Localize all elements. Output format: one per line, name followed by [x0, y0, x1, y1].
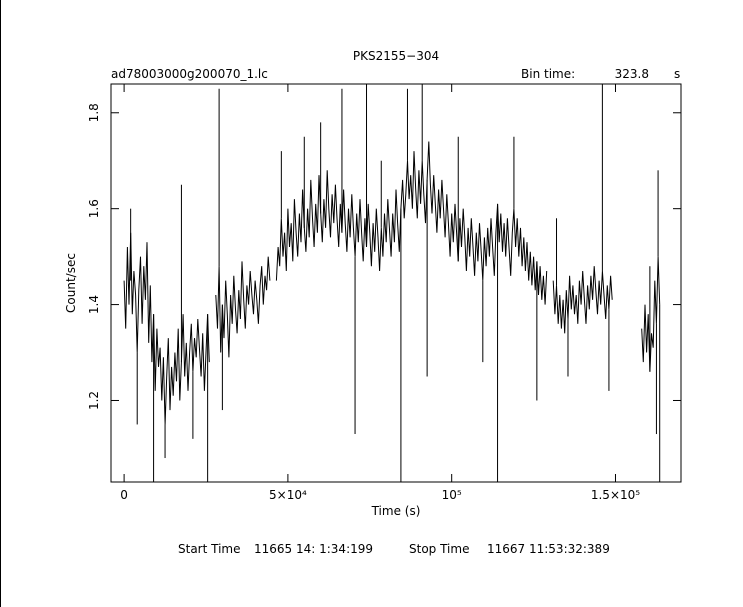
series-segment [552, 266, 613, 334]
start-time-value: 11665 14: 1:34:199 [254, 542, 373, 556]
plot-frame [110, 83, 682, 483]
x-tick-label: 10⁵ [442, 488, 462, 502]
series-segment [641, 256, 661, 372]
x-tick-label: 5×10⁴ [269, 488, 307, 502]
chart-title: PKS2155−304 [353, 49, 439, 63]
stop-time-value: 11667 11:53:32:389 [487, 542, 610, 556]
series-segment [123, 232, 210, 425]
y-tick-label: 1.2 [87, 391, 101, 410]
y-tick-label: 1.4 [87, 295, 101, 314]
stop-time-label: Stop Time [409, 542, 469, 556]
x-axis-ticks: 0 5×10⁴ 10⁵ 1.5×10⁵ [120, 84, 640, 502]
x-tick-label: 0 [120, 488, 128, 502]
bin-time-value: 323.8 [615, 67, 649, 81]
y-tick-label: 1.8 [87, 103, 101, 122]
x-axis-label: Time (s) [371, 504, 421, 518]
x-tick-label: 1.5×10⁵ [591, 488, 640, 502]
y-axis-ticks: 1.2 1.4 1.6 1.8 [87, 103, 681, 410]
y-tick-label: 1.6 [87, 199, 101, 218]
bin-time-unit: s [674, 67, 680, 81]
series-segment [275, 141, 548, 305]
y-axis-label: Count/sec [64, 253, 78, 313]
start-time-label: Start Time [178, 542, 241, 556]
bin-time-label: Bin time: [521, 67, 575, 81]
file-label: ad78003000g200070_1.lc [111, 67, 268, 81]
series-segment [215, 256, 271, 358]
light-curve-series [123, 84, 661, 482]
